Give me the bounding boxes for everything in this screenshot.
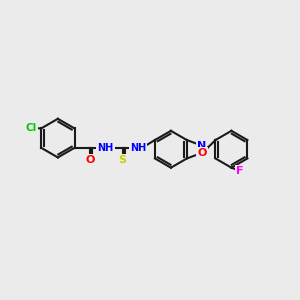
Text: S: S: [119, 155, 127, 165]
Text: O: O: [197, 148, 206, 158]
Text: NH: NH: [98, 143, 114, 153]
Text: F: F: [236, 166, 244, 176]
Text: N: N: [197, 141, 206, 151]
Text: NH: NH: [130, 143, 146, 153]
Text: Cl: Cl: [26, 123, 37, 133]
Text: O: O: [85, 155, 95, 165]
